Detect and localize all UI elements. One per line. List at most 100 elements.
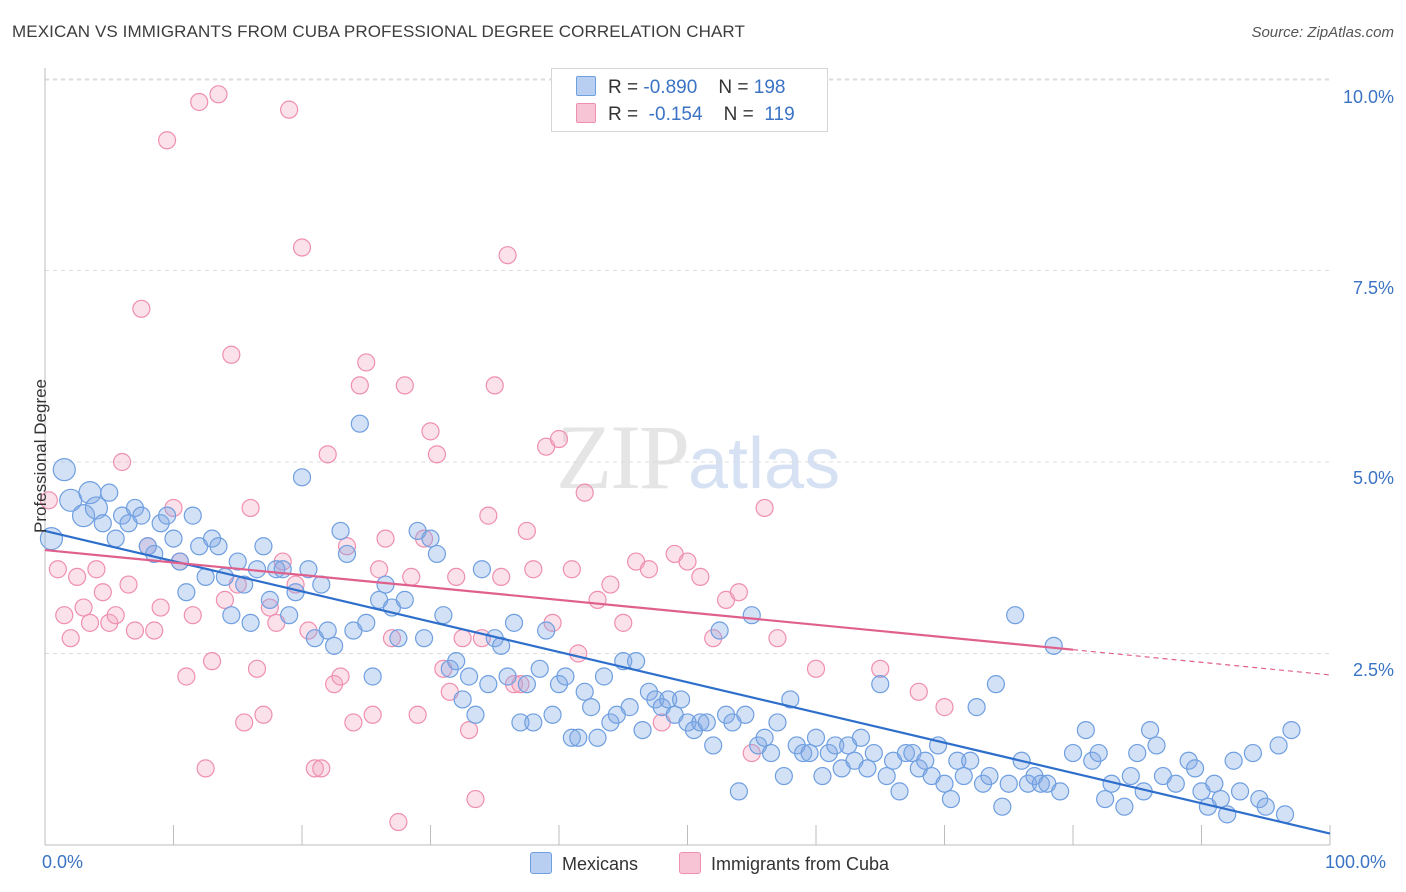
cuba-point bbox=[344, 713, 363, 732]
cuba-point bbox=[125, 621, 145, 640]
mexicans-point bbox=[768, 713, 787, 732]
r-label: R = bbox=[608, 104, 639, 125]
cuba-point bbox=[241, 498, 260, 518]
cuba-point bbox=[498, 246, 517, 265]
axes bbox=[44, 68, 1331, 846]
mexicans-point bbox=[633, 720, 652, 740]
cuba-point bbox=[196, 759, 215, 778]
cuba-point bbox=[331, 667, 350, 686]
r-value-cuba: -0.154 bbox=[648, 104, 703, 125]
mexicans-point bbox=[851, 728, 871, 747]
mexicans-point bbox=[961, 751, 980, 770]
mexicans-point bbox=[594, 667, 614, 686]
mexicans-point bbox=[704, 736, 723, 755]
mexicans-point bbox=[434, 606, 453, 625]
mexicans-point bbox=[389, 629, 408, 648]
mexicans-point bbox=[453, 690, 472, 709]
mexicans-point bbox=[980, 766, 999, 786]
cuba-point bbox=[177, 667, 196, 686]
cuba-swatch bbox=[576, 103, 596, 123]
mexicans-point bbox=[755, 728, 774, 747]
mexicans-point bbox=[1089, 743, 1108, 763]
mexicans-point bbox=[1282, 720, 1301, 740]
cuba-point bbox=[119, 575, 138, 594]
mexicans-point bbox=[562, 728, 581, 747]
mexicans-point bbox=[273, 560, 292, 579]
cuba-points bbox=[39, 85, 954, 832]
mexicans-point bbox=[183, 506, 202, 525]
mexicans-point bbox=[543, 705, 562, 724]
cuba-point bbox=[517, 521, 536, 541]
mexicans-point bbox=[1230, 782, 1250, 801]
mexicans-point bbox=[498, 667, 517, 686]
y-tick-2-5: 2.5% bbox=[1352, 660, 1394, 680]
mexicans-legend-swatch bbox=[530, 852, 552, 874]
mexicans-point bbox=[941, 789, 961, 809]
cuba-point bbox=[157, 131, 177, 150]
cuba-point bbox=[254, 705, 273, 724]
mexicans-point bbox=[588, 728, 607, 747]
cuba-point bbox=[74, 598, 93, 617]
mexicans-point bbox=[524, 713, 543, 732]
mexicans-point bbox=[479, 675, 498, 694]
mexicans-point bbox=[280, 606, 299, 625]
cuba-point bbox=[408, 705, 427, 724]
cuba-point bbox=[202, 652, 222, 671]
cuba-point bbox=[93, 583, 112, 602]
mexicans-point bbox=[93, 514, 112, 533]
mexicans-point bbox=[84, 496, 109, 520]
mexicans-point bbox=[877, 766, 896, 786]
cuba-point bbox=[614, 613, 633, 632]
x-tick-min: 0.0% bbox=[42, 852, 84, 872]
mexicans-point bbox=[659, 690, 678, 709]
mexicans-point bbox=[325, 636, 344, 655]
mexicans-point bbox=[806, 728, 826, 747]
mexicans-point bbox=[1275, 805, 1295, 824]
cuba-point bbox=[80, 613, 100, 632]
cuba-point bbox=[357, 353, 376, 372]
mexicans-point bbox=[357, 613, 376, 632]
mexicans-point bbox=[164, 529, 183, 548]
cuba-point bbox=[305, 759, 324, 778]
mexicans-point bbox=[826, 736, 845, 755]
cuba-point bbox=[492, 567, 511, 587]
y-tick-7-5: 7.5% bbox=[1352, 278, 1394, 298]
mexicans-point bbox=[999, 774, 1018, 793]
mexicans-point bbox=[620, 698, 639, 717]
mexicans-point bbox=[916, 751, 935, 770]
mexicans-point bbox=[1269, 736, 1288, 755]
cuba-point bbox=[755, 498, 774, 518]
cuba-point bbox=[935, 698, 954, 717]
mexicans-point bbox=[967, 698, 986, 717]
mexicans-point bbox=[52, 458, 76, 482]
watermark: ZIPatlas bbox=[556, 404, 840, 510]
mexicans-point bbox=[761, 743, 781, 763]
mexicans-point bbox=[1076, 720, 1095, 740]
mexicans-point bbox=[1128, 743, 1147, 763]
mexicans-point bbox=[337, 544, 357, 564]
cuba-point bbox=[312, 759, 331, 778]
mexicans-point bbox=[1044, 636, 1063, 655]
mexicans-point bbox=[318, 621, 337, 640]
cuba-point bbox=[363, 705, 382, 724]
mexicans-point bbox=[350, 414, 369, 433]
mexicans-point bbox=[794, 743, 813, 763]
mexicans-point bbox=[993, 797, 1012, 816]
mexicans-point bbox=[1051, 782, 1070, 801]
cuba-point bbox=[183, 606, 202, 625]
cuba-point bbox=[106, 606, 125, 625]
mexicans-point bbox=[421, 529, 440, 548]
cuba-point bbox=[402, 567, 421, 587]
n-label: N = bbox=[718, 77, 749, 98]
mexicans-point bbox=[395, 590, 414, 609]
mexicans-point bbox=[890, 782, 909, 801]
mexicans-swatch bbox=[576, 76, 596, 96]
cuba-point bbox=[215, 590, 234, 609]
mexicans-point bbox=[209, 537, 228, 556]
mexicans-point bbox=[1166, 774, 1185, 793]
mexicans-point bbox=[177, 583, 196, 602]
cuba-point bbox=[280, 100, 299, 119]
mexicans-point bbox=[414, 629, 434, 648]
mexicans-point bbox=[100, 483, 119, 502]
cuba-point bbox=[639, 560, 659, 579]
